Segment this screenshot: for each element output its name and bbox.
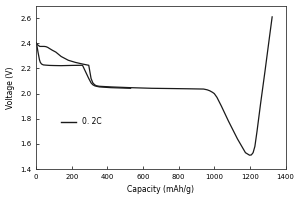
Y-axis label: Voltage (V): Voltage (V) <box>6 66 15 109</box>
Legend: 0. 2C: 0. 2C <box>58 114 105 129</box>
X-axis label: Capacity (mAh/g): Capacity (mAh/g) <box>128 185 194 194</box>
